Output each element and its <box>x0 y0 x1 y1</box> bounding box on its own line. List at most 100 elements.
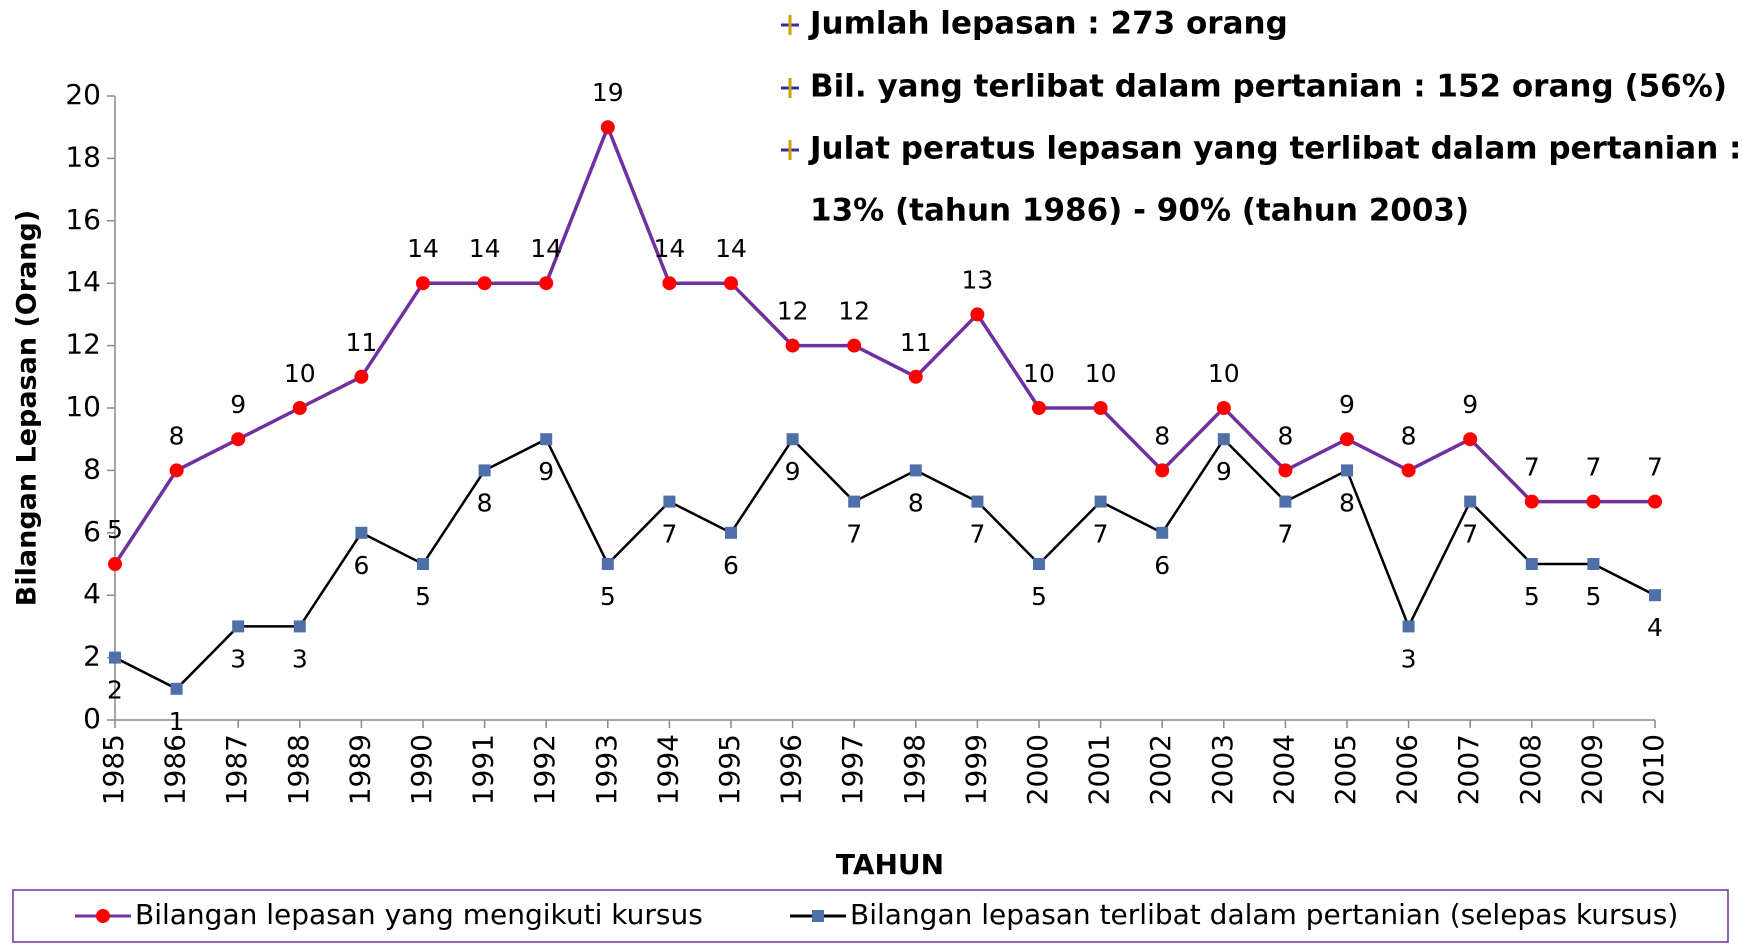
x-tick-label: 2009 <box>1575 734 1608 805</box>
marker <box>355 526 368 539</box>
marker <box>847 338 862 353</box>
marker <box>909 464 922 477</box>
legend-box <box>12 889 1729 943</box>
marker <box>1093 401 1108 415</box>
data-label: 6 <box>723 551 739 580</box>
series-line <box>114 437 1656 691</box>
data-label: 3 <box>230 644 246 673</box>
marker <box>293 620 306 633</box>
data-label: 14 <box>715 234 747 263</box>
y-tick-label: 8 <box>83 452 101 485</box>
data-label: 7 <box>1524 453 1540 482</box>
data-label: 7 <box>1647 453 1663 482</box>
marker <box>539 276 554 291</box>
data-label: 5 <box>1524 582 1540 611</box>
marker <box>1586 494 1601 509</box>
marker <box>416 276 430 291</box>
marker <box>724 276 738 291</box>
marker <box>786 433 799 446</box>
data-label: 10 <box>1085 359 1117 388</box>
marker <box>908 369 923 384</box>
y-tick-label: 12 <box>65 328 101 361</box>
marker <box>1032 401 1046 415</box>
data-label: 5 <box>1585 582 1601 611</box>
x-tick-label: 2010 <box>1637 734 1670 805</box>
marker <box>1587 558 1600 570</box>
data-label: 12 <box>777 297 809 326</box>
y-axis-title: Bilangan Lepasan (Orang) <box>12 210 43 606</box>
data-label: 5 <box>1031 582 1047 611</box>
marker <box>477 276 492 291</box>
y-tick-label: 0 <box>83 702 101 735</box>
x-axis-title: TAHUN <box>836 848 944 881</box>
data-label: 14 <box>653 234 685 263</box>
marker <box>109 651 121 664</box>
marker <box>600 120 615 135</box>
data-label: 19 <box>592 78 624 107</box>
data-label: 5 <box>600 582 616 611</box>
x-tick-label: 2000 <box>1021 734 1054 805</box>
marker <box>292 401 307 415</box>
data-label: 3 <box>1401 644 1417 673</box>
data-label: 7 <box>1462 520 1478 549</box>
marker <box>1155 463 1170 478</box>
data-label: 8 <box>1339 488 1355 517</box>
marker <box>1217 433 1230 446</box>
marker <box>1278 463 1293 478</box>
marker <box>1524 494 1539 509</box>
x-tick-label: 2008 <box>1514 734 1547 805</box>
x-tick-label: 1995 <box>713 734 746 805</box>
data-label: 14 <box>469 234 501 263</box>
data-label: 11 <box>900 328 932 357</box>
data-label: 7 <box>846 520 862 549</box>
note: 13% (tahun 1986) - 90% (tahun 2003) <box>810 193 1469 229</box>
x-tick-label: 2002 <box>1144 734 1177 805</box>
marker <box>1463 432 1478 447</box>
data-label: 5 <box>415 582 431 611</box>
marker <box>232 620 245 633</box>
y-tick-label: 20 <box>65 78 101 111</box>
y-tick-label: 14 <box>65 265 101 298</box>
data-label: 6 <box>1154 551 1170 580</box>
x-tick-label: 1994 <box>651 734 684 805</box>
marker <box>170 682 183 695</box>
marker <box>417 558 429 570</box>
data-label: 7 <box>661 520 677 549</box>
x-tick-label: 1991 <box>467 734 500 805</box>
data-label: 8 <box>169 421 185 450</box>
data-label: 10 <box>1023 359 1055 388</box>
data-label: 3 <box>292 644 308 673</box>
marker <box>1340 432 1354 447</box>
data-label: 4 <box>1647 613 1663 642</box>
series-line <box>113 122 1655 565</box>
x-tick-label: 1990 <box>405 734 438 805</box>
data-label: 8 <box>908 488 924 517</box>
data-label: 9 <box>230 390 246 419</box>
data-label: 9 <box>1339 390 1355 419</box>
x-tick-label: 2005 <box>1329 734 1362 805</box>
data-label: 7 <box>1585 453 1601 482</box>
x-tick-label: 1988 <box>282 734 315 805</box>
marker <box>1279 495 1292 508</box>
data-label: 1 <box>169 707 185 736</box>
marker <box>663 495 676 508</box>
note: Jumlah lepasan : 273 orang <box>808 6 1288 42</box>
x-tick-label: 2006 <box>1391 734 1424 805</box>
marker <box>478 464 491 477</box>
marker <box>1525 558 1538 570</box>
marker <box>169 463 184 478</box>
data-label: 5 <box>107 515 123 544</box>
data-label: 6 <box>353 551 369 580</box>
marker <box>231 432 246 447</box>
data-label: 7 <box>1277 520 1293 549</box>
y-tick-label: 4 <box>83 577 101 610</box>
x-tick-label: 1999 <box>959 734 992 805</box>
data-label: 9 <box>1216 457 1232 486</box>
legend-label: Bilangan lepasan yang mengikuti kursus <box>135 898 703 931</box>
marker <box>1401 463 1416 478</box>
y-tick-label: 6 <box>83 515 101 548</box>
data-label: 10 <box>284 359 316 388</box>
marker <box>1648 494 1662 509</box>
marker <box>1649 589 1661 602</box>
